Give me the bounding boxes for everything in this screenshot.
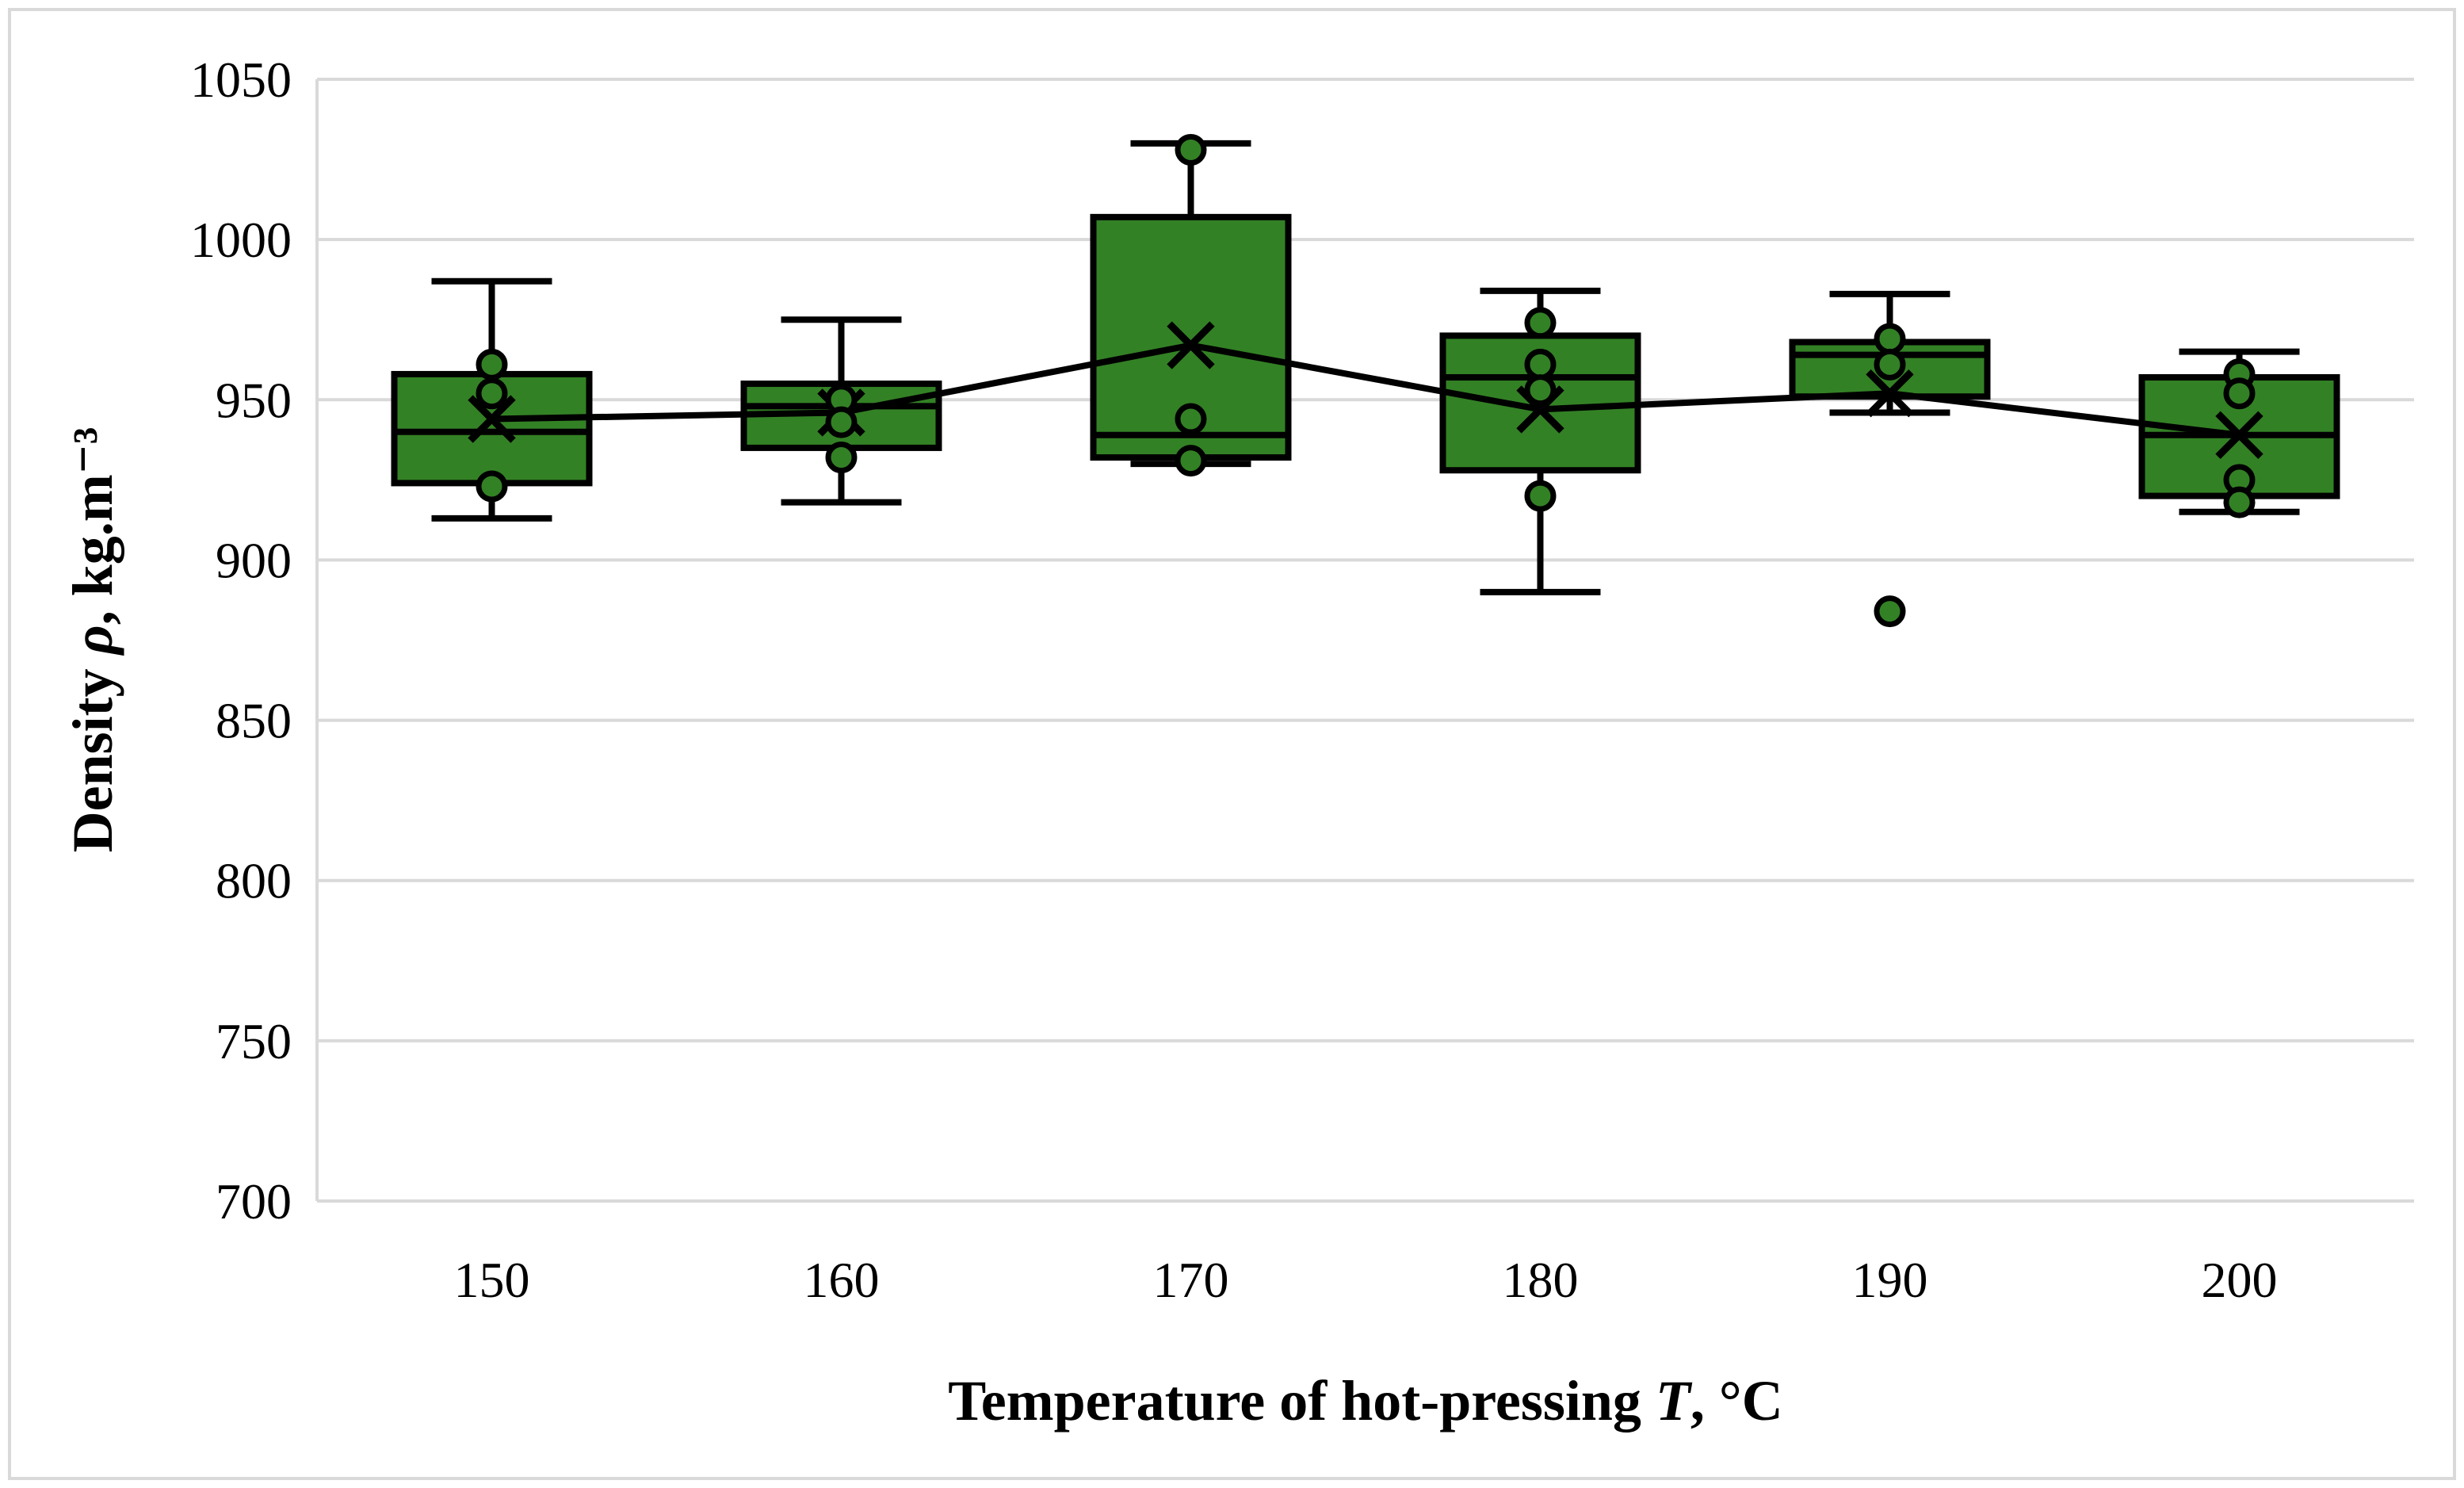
- box-150: [391, 370, 593, 487]
- y-axis-units: , kg.m⁻³: [61, 427, 124, 625]
- x-tick-label-150: 150: [454, 1252, 530, 1308]
- data-point-170-931: [1175, 445, 1207, 477]
- data-point-160-932: [825, 442, 858, 474]
- x-axis-title: Temperature of hot-pressing T, °C: [317, 1368, 2414, 1434]
- y-tick-label-1000: 1000: [190, 212, 292, 268]
- data-point-190-961: [1874, 348, 1906, 381]
- mean-x-marker-170: [1167, 321, 1215, 369]
- data-point-170-944: [1175, 403, 1207, 435]
- x-tick-label-200: 200: [2202, 1252, 2278, 1308]
- y-axis-title-text: Density: [61, 654, 124, 853]
- x-tick-label-170: 170: [1153, 1252, 1229, 1308]
- y-tick-label-700: 700: [216, 1173, 292, 1230]
- y-tick-label-850: 850: [216, 693, 292, 749]
- data-point-190-969: [1874, 323, 1906, 355]
- y-tick-label-800: 800: [216, 853, 292, 909]
- y-tick-label-950: 950: [216, 372, 292, 428]
- mean-x-marker-190: [1866, 369, 1914, 418]
- y-axis-title: Density ρ, kg.m⁻³: [58, 427, 126, 853]
- data-point-180-961: [1524, 348, 1557, 381]
- data-point-170-1028: [1175, 133, 1207, 166]
- data-point-180-953: [1524, 374, 1557, 407]
- data-point-150-923: [476, 470, 508, 503]
- data-point-150-961: [476, 348, 508, 381]
- y-tick-label-1050: 1050: [190, 52, 292, 108]
- mean-connecting-line: [491, 342, 2240, 438]
- x-tick-label-180: 180: [1503, 1252, 1579, 1308]
- data-point-180-920: [1524, 480, 1557, 512]
- y-axis-symbol: ρ: [61, 625, 124, 655]
- x-tick-label-160: 160: [804, 1252, 880, 1308]
- x-axis-symbol: T: [1655, 1369, 1690, 1433]
- x-axis-units: , °C: [1690, 1369, 1783, 1433]
- data-point-180-974: [1524, 307, 1557, 339]
- data-point-160-943: [825, 406, 858, 438]
- data-point-200-952: [2223, 377, 2256, 410]
- mean-x-marker-200: [2215, 411, 2263, 459]
- y-tick-label-900: 900: [216, 532, 292, 588]
- mean-x-marker-150: [468, 395, 516, 443]
- x-tick-label-190: 190: [1852, 1252, 1928, 1308]
- x-axis-title-text: Temperature of hot-pressing: [948, 1369, 1656, 1433]
- data-point-200-918: [2223, 486, 2256, 518]
- data-point-190-884: [1874, 595, 1906, 628]
- y-tick-label-750: 750: [216, 1013, 292, 1069]
- data-point-150-952: [476, 377, 508, 410]
